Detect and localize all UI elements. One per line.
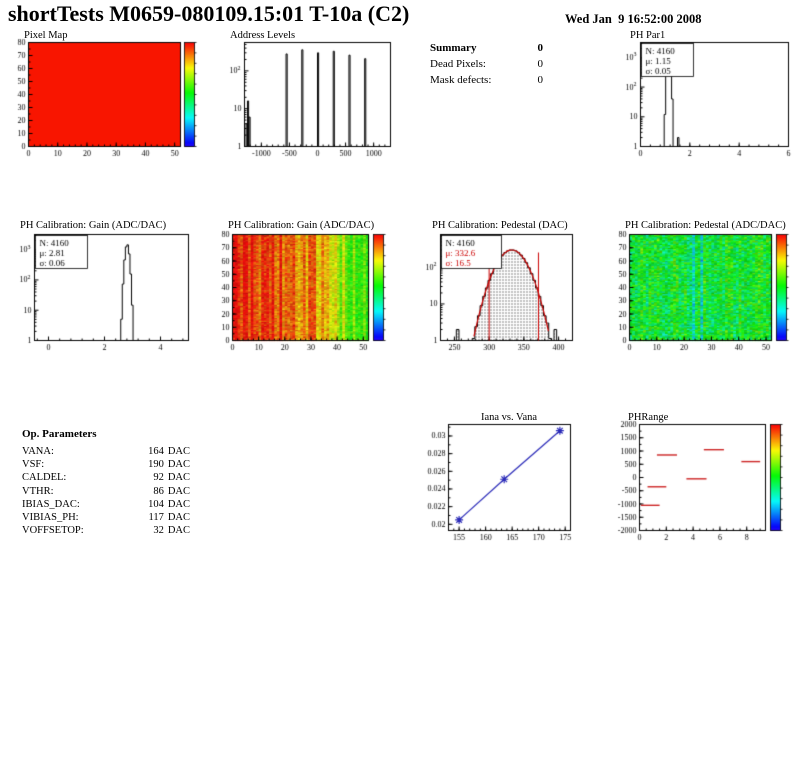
op-row-voffsetop: VOFFSETOP: 32 DAC (22, 524, 190, 537)
vana-unit: DAC (167, 446, 190, 457)
ph-par1-canvas (618, 28, 796, 168)
gain-map-canvas (218, 218, 396, 363)
voffsetop-value: 32 (153, 525, 164, 537)
chart-ph-par1: PH Par1 (618, 28, 796, 168)
pedestal-map-title: PH Calibration: Pedestal (ADC/DAC) (625, 220, 786, 231)
caldel-label: CALDEL: (22, 472, 67, 484)
summary-title: Summary (430, 42, 477, 54)
address-levels-title: Address Levels (230, 30, 296, 41)
vsf-label: VSF: (22, 459, 45, 471)
chart-gain-map: PH Calibration: Gain (ADC/DAC) (218, 218, 396, 363)
chart-ph-range: PHRange (613, 410, 796, 555)
op-row-vsf: VSF: 190 DAC (22, 458, 190, 471)
ibias-dac-value: 104 (148, 498, 164, 510)
gain-hist-title: PH Calibration: Gain (ADC/DAC) (20, 220, 167, 231)
pixel-map-title: Pixel Map (24, 30, 68, 41)
ibias-dac-label: IBIAS_DAC: (22, 498, 80, 510)
chart-pedestal-map: PH Calibration: Pedestal (ADC/DAC) (613, 218, 796, 363)
vana-value: 164 (148, 446, 164, 457)
op-row-vibias-ph: VIBIAS_PH: 117 DAC (22, 511, 190, 524)
iana-vana-canvas (420, 410, 578, 555)
chart-pedestal-hist: PH Calibration: Pedestal (DAC) (420, 218, 578, 363)
chart-gain-hist: PH Calibration: Gain (ADC/DAC) (8, 218, 198, 363)
vsf-value: 190 (148, 459, 164, 471)
op-parameters-panel: Op. Parameters VANA: 164 DAC VSF: 190 DA… (22, 428, 190, 537)
summary-header-row: Summary 0 (430, 42, 543, 54)
caldel-unit: DAC (167, 472, 190, 484)
op-row-caldel: CALDEL: 92 DAC (22, 471, 190, 484)
vibias-ph-value: 117 (148, 512, 164, 524)
iana-vana-title: Iana vs. Vana (480, 412, 538, 423)
voffsetop-unit: DAC (167, 525, 190, 537)
gain-map-title: PH Calibration: Gain (ADC/DAC) (228, 220, 375, 231)
op-row-vana: VANA: 164 DAC (22, 445, 190, 458)
vana-label: VANA: (22, 446, 54, 457)
vibias-ph-unit: DAC (167, 512, 190, 524)
summary-total: 0 (537, 42, 544, 54)
dead-pixels-value: 0 (537, 58, 544, 70)
vsf-unit: DAC (167, 459, 190, 471)
pedestal-map-canvas (613, 218, 796, 363)
ibias-dac-unit: DAC (167, 498, 190, 510)
address-levels-canvas (222, 28, 397, 168)
op-row-ibias-dac: IBIAS_DAC: 104 DAC (22, 498, 190, 511)
summary-panel: Summary 0 Dead Pixels: 0 Mask defects: 0 (430, 42, 543, 90)
ph-range-canvas (613, 410, 796, 555)
ph-par1-title: PH Par1 (630, 30, 666, 41)
chart-address-levels: Address Levels (222, 28, 397, 168)
chart-iana-vana: Iana vs. Vana (420, 410, 578, 555)
caldel-value: 92 (153, 472, 164, 484)
dead-pixels-label: Dead Pixels: (430, 58, 486, 70)
pixel-map-canvas (8, 28, 213, 168)
mask-defects-value: 0 (537, 74, 544, 86)
vibias-ph-label: VIBIAS_PH: (22, 512, 79, 524)
chart-pixel-map: Pixel Map (8, 28, 213, 168)
pedestal-hist-title: PH Calibration: Pedestal (DAC) (432, 220, 568, 231)
ph-range-title: PHRange (628, 412, 669, 423)
pedestal-hist-canvas (420, 218, 578, 363)
page-title: shortTests M0659-080109.15:01 T-10a (C2) (8, 1, 410, 26)
op-parameters-title: Op. Parameters (22, 428, 97, 440)
vthr-unit: DAC (167, 485, 190, 497)
gain-hist-canvas (8, 218, 198, 363)
voffsetop-label: VOFFSETOP: (22, 525, 84, 537)
summary-row-dead-pixels: Dead Pixels: 0 (430, 58, 543, 70)
timestamp: Wed Jan 9 16:52:00 2008 (565, 12, 702, 26)
mask-defects-label: Mask defects: (430, 74, 492, 86)
op-row-vthr: VTHR: 86 DAC (22, 485, 190, 498)
vthr-value: 86 (153, 485, 164, 497)
summary-row-mask-defects: Mask defects: 0 (430, 74, 543, 86)
vthr-label: VTHR: (22, 485, 54, 497)
